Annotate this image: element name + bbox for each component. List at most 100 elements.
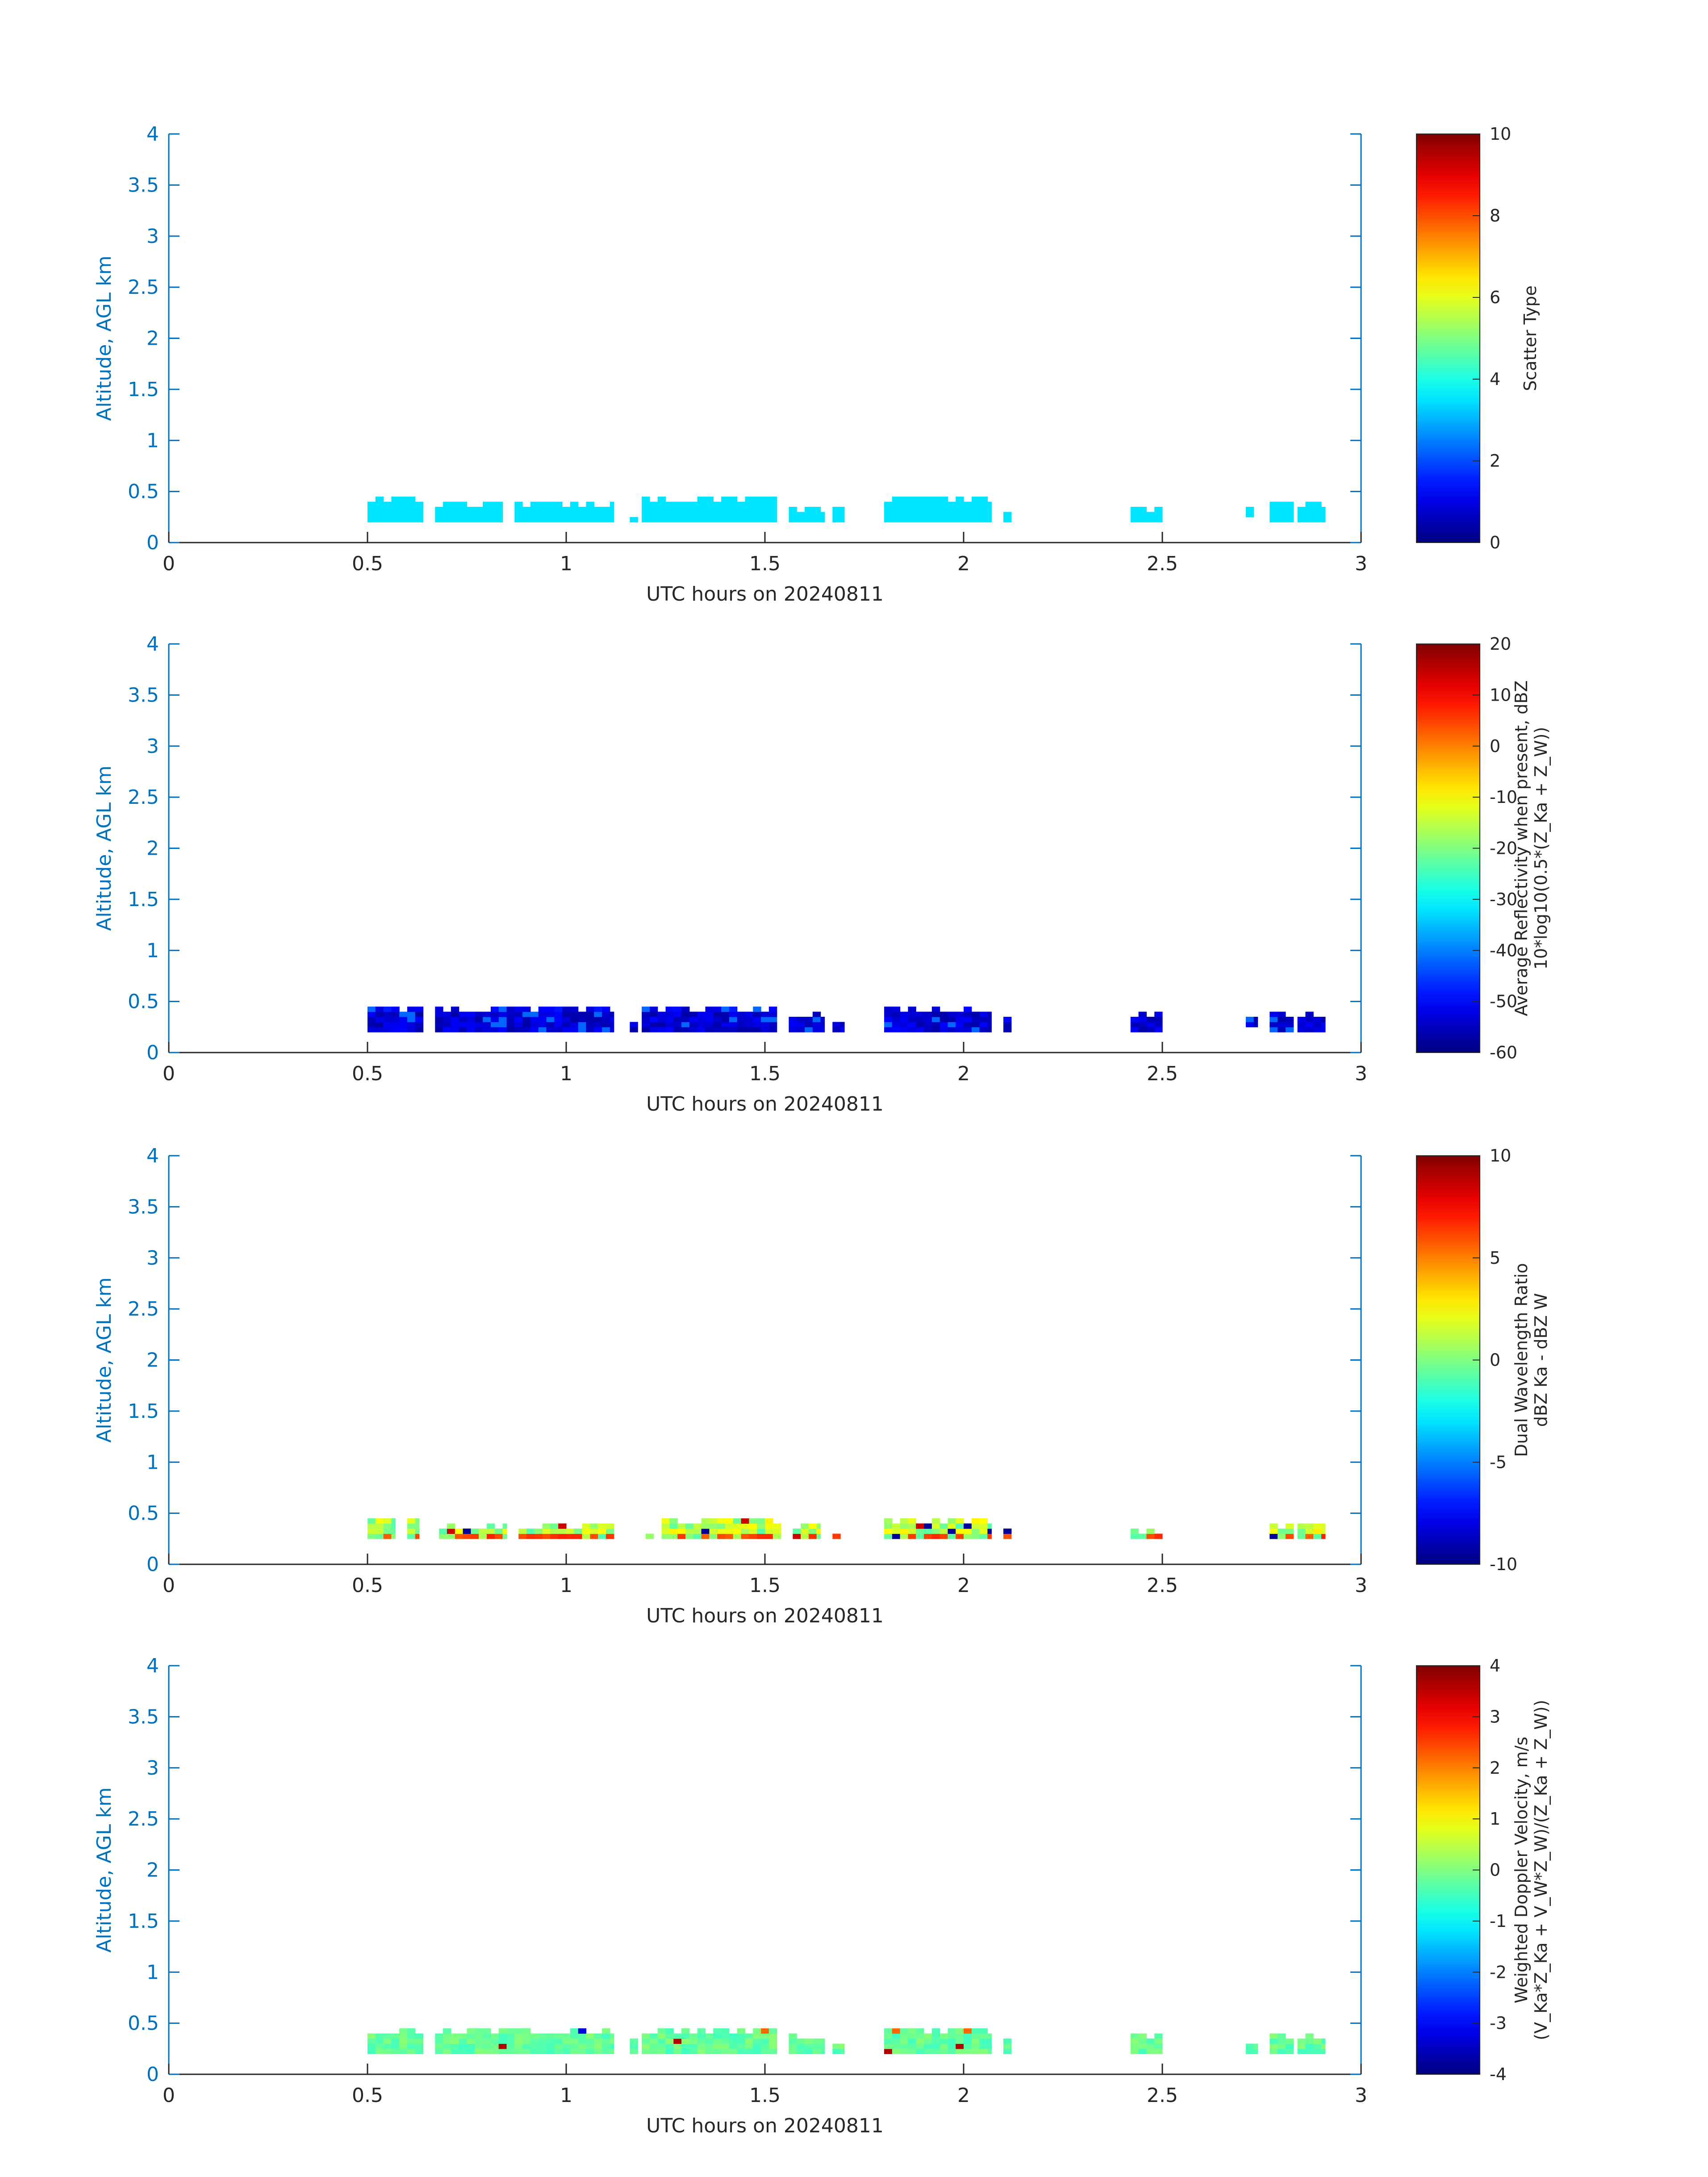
heatmap-cell [443,2028,451,2034]
heatmap-cell [415,1528,420,1534]
colorbar-tick-label: 3 [1490,1707,1500,1726]
heatmap-cell [916,2033,924,2039]
heatmap-cell [956,517,964,522]
heatmap-cell [399,2028,408,2034]
heatmap-cell [630,1027,638,1032]
heatmap-cell [407,497,416,502]
heatmap-cell [1278,1528,1286,1534]
heatmap-cell [483,501,491,507]
colorbar-tick-label: -4 [1490,2064,1507,2084]
heatmap-cell [514,2028,523,2034]
heatmap-cell [773,1523,781,1529]
heatmap-cell [1278,517,1286,522]
heatmap-cell [761,501,769,507]
heatmap-cell [900,1518,908,1524]
heatmap-cell [415,2048,424,2054]
heatmap-cell [1003,2038,1012,2044]
heatmap-cell [514,1027,523,1032]
heatmap-cell [931,1011,940,1017]
heatmap-cell [490,512,499,518]
heatmap-cell [1285,517,1294,522]
heatmap-cell [924,2033,932,2039]
y-tick-label: 2 [146,1859,159,1882]
heatmap-cell [924,512,932,518]
heatmap-cell [562,2048,571,2054]
heatmap-cell [1130,506,1139,512]
heatmap-cell [1297,1534,1306,1539]
heatmap-cell [1130,2048,1139,2054]
heatmap-cell [789,2038,797,2044]
heatmap-cell [940,497,948,502]
heatmap-cell [538,506,547,512]
heatmap-cell [729,2048,738,2054]
heatmap-cell [522,512,531,518]
heatmap-cell [546,506,555,512]
heatmap-cell [820,512,825,518]
heatmap-cell [971,1534,980,1539]
heatmap-cell [383,2033,392,2039]
heatmap-cell [459,2048,468,2054]
heatmap-cell [586,501,594,507]
heatmap-cell [797,517,805,522]
heatmap-cell [657,1022,666,1028]
heatmap-cell [1154,1011,1163,1017]
heatmap-cell [705,501,714,507]
heatmap-cell [602,1011,610,1017]
heatmap-cell [610,1027,614,1032]
heatmap-cell [892,1022,901,1028]
heatmap-cell [987,1027,992,1032]
heatmap-cell [602,1007,610,1012]
heatmap-cell [979,512,988,518]
heatmap-cell [1297,2038,1306,2044]
heatmap-cell [1130,2033,1139,2039]
heatmap-cell [443,1027,451,1032]
heatmap-cell [964,1016,972,1022]
heatmap-cell [530,2043,539,2049]
heatmap-cell [598,1534,606,1539]
heatmap-cell [1138,512,1147,518]
heatmap-cell [1270,1022,1278,1028]
heatmap-cell [892,2048,901,2054]
colorbar-label: Average Reflectivity when present, dBZ [1512,681,1531,1016]
heatmap-cell [987,1534,992,1539]
heatmap-cell [931,1022,940,1028]
heatmap-cell [987,2033,992,2039]
heatmap-cell [964,1007,972,1012]
heatmap-cell [546,2048,555,2054]
heatmap-cell [490,1007,499,1012]
heatmap-cell [729,2033,738,2039]
heatmap-cell [1003,1534,1012,1539]
heatmap-cell [578,1016,587,1022]
heatmap-cell [642,517,650,522]
heatmap-cell [761,1022,769,1028]
heatmap-cell [467,512,475,518]
heatmap-cell [765,1523,773,1529]
heatmap-cell [761,2043,769,2049]
heatmap-cell [753,512,761,518]
heatmap-cell [1285,512,1294,518]
heatmap-cell [514,1011,523,1017]
heatmap-cell [522,1007,531,1012]
heatmap-cell [483,517,491,522]
heatmap-cell [1297,1027,1306,1032]
heatmap-cell [570,2043,579,2049]
heatmap-cell [801,1534,809,1539]
heatmap-cell [892,1528,901,1534]
x-tick-label: 3 [1355,552,1367,575]
heatmap-cell [797,2043,805,2049]
colorbar-tick-label: 4 [1490,1656,1500,1676]
y-tick-label: 2.5 [128,786,159,809]
heatmap-cell [1278,1022,1286,1028]
heatmap-cell [673,2048,682,2054]
heatmap-cell [884,1534,893,1539]
x-tick-label: 2 [957,552,970,575]
heatmap-cell [546,2043,555,2049]
heatmap-cell [391,1007,400,1012]
colorbar-tick-label: -10 [1490,1554,1517,1574]
heatmap-cell [649,2038,658,2044]
colorbar-tick-label: 4 [1490,369,1500,389]
heatmap-cell [1278,2033,1286,2039]
heatmap-cell [884,1523,893,1529]
heatmap-cell [681,1027,690,1032]
heatmap-cell [753,1007,761,1012]
